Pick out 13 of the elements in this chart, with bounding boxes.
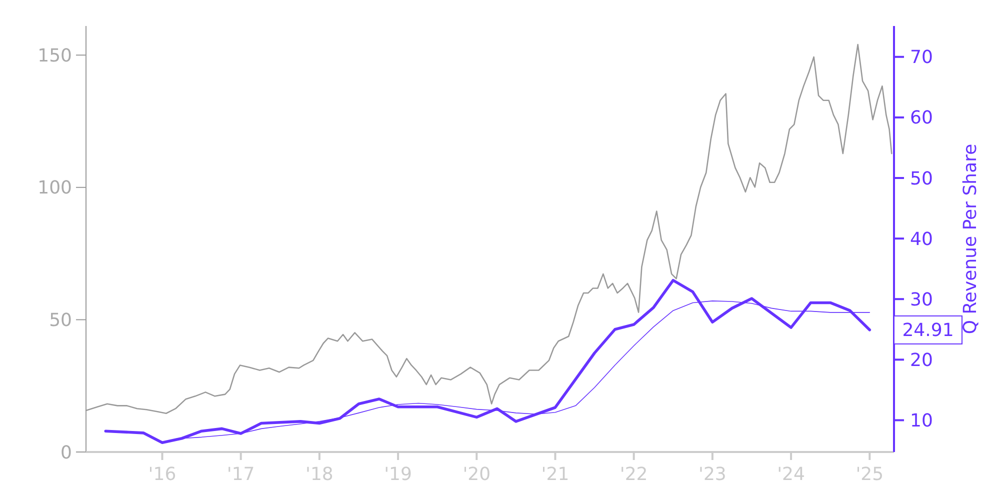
y-tick-label: 0 <box>60 442 72 464</box>
y2-tick-label: 20 <box>910 350 933 371</box>
y2-tick-label: 60 <box>910 108 933 129</box>
y2-tick-label: 70 <box>910 47 933 68</box>
y-tick-label: 150 <box>38 45 72 66</box>
text: 24.91 <box>902 320 954 342</box>
y2-axis-title: Q Revenue Per Share <box>960 144 981 334</box>
y2-tick-label: 50 <box>910 168 933 190</box>
y-tick-label: 100 <box>38 178 72 199</box>
y2-tick-label: 10 <box>910 410 933 432</box>
y2-tick-label: 40 <box>910 228 933 250</box>
y-tick-label: 50 <box>49 310 72 331</box>
y2-tick-label: 30 <box>910 289 933 310</box>
